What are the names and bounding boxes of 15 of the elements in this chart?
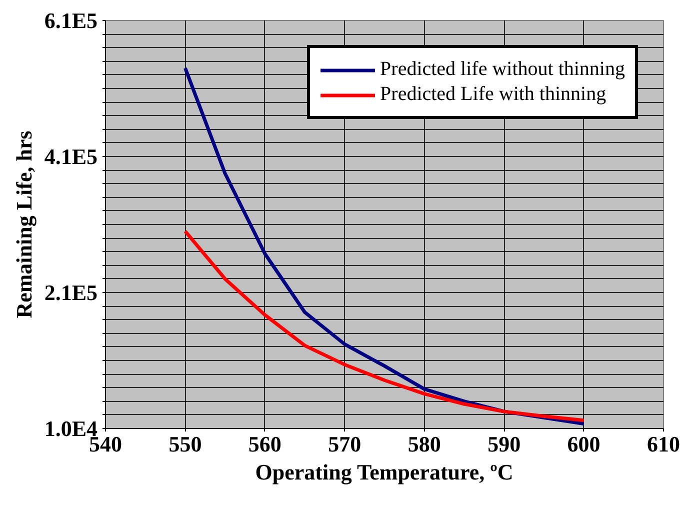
legend-label: Predicted Life with thinning [380,83,606,106]
x-tick-label: 580 [408,432,441,456]
y-tick-label: 4.1E5 [44,144,98,169]
x-tick-label: 560 [248,432,282,456]
x-tick-label: 550 [168,432,202,456]
line-series [183,230,586,422]
x-axis-title: Operating Temperature, ºC [255,460,514,484]
y-axis-title: Remaining Life, hrs [11,130,36,318]
y-tick-label: 6.1E5 [44,8,98,33]
x-tick-label: 600 [567,432,600,456]
y-tick-label: 2.1E5 [44,280,98,305]
x-tick-label: 590 [488,432,521,456]
legend-label: Predicted life without thinning [380,58,625,81]
x-tick-label: 570 [328,432,362,456]
x-tick-label: 610 [647,432,680,456]
